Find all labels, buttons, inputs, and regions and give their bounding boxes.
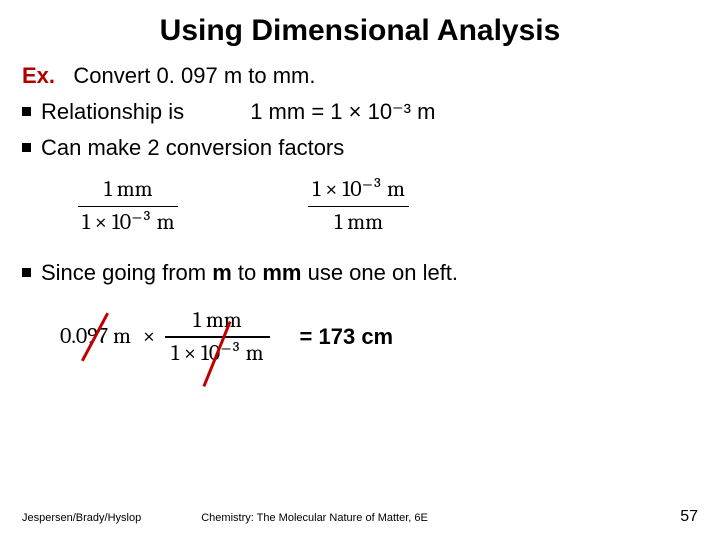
bullet-icon — [22, 107, 31, 116]
calculation-row: 0.097 m × 1 mm 1 × 10⁻³ m = 173 cm — [22, 289, 698, 370]
since-text: Since going from m to mm use one on left… — [41, 257, 458, 289]
times-icon: × — [133, 321, 165, 353]
fraction-row: 1 mm 1 × 10⁻³ m 1 × 10⁻³ m 1 mm — [22, 164, 698, 253]
slide-title: Using Dimensional Analysis — [0, 0, 720, 48]
example-prompt: Convert 0. 097 m to mm. — [73, 63, 315, 88]
fraction-2-num: 1 × 10⁻³ m — [308, 174, 408, 206]
fraction-1-num: 1 mm — [100, 174, 157, 206]
calc-frac-den: 1 × 10⁻³ m — [165, 338, 269, 370]
fraction-1: 1 mm 1 × 10⁻³ m — [78, 174, 178, 239]
fraction-2-den: 1 mm — [330, 207, 387, 239]
bullet-icon — [22, 268, 31, 277]
conversion-text: Can make 2 conversion factors — [41, 132, 344, 164]
bullet-icon — [22, 143, 31, 152]
bullet-conversion: Can make 2 conversion factors — [22, 132, 698, 164]
footer-book: Chemistry: The Molecular Nature of Matte… — [141, 512, 428, 524]
bullet-since: Since going from m to mm use one on left… — [22, 257, 698, 289]
fraction-1-den: 1 × 10⁻³ m — [78, 207, 178, 239]
fraction-2: 1 × 10⁻³ m 1 mm — [308, 174, 408, 239]
slide-footer: Jespersen/Brady/Hyslop Chemistry: The Mo… — [22, 508, 698, 526]
calc-result: = 173 cm — [270, 321, 394, 353]
footer-page-number: 57 — [680, 508, 698, 526]
example-text — [61, 63, 73, 88]
calc-frac-num: 1 mm — [187, 305, 248, 337]
bullet-relationship: Relationship is 1 mm = 1 × 10⁻³ m — [22, 96, 698, 128]
footer-authors: Jespersen/Brady/Hyslop — [22, 512, 141, 524]
calc-fraction: 1 mm 1 × 10⁻³ m — [165, 305, 269, 370]
relationship-label: Relationship is — [41, 96, 184, 128]
example-label: Ex. — [22, 63, 55, 88]
relationship-equation: 1 mm = 1 × 10⁻³ m — [250, 96, 435, 128]
slide-content: Ex. Convert 0. 097 m to mm. Relationship… — [0, 48, 720, 370]
calc-start: 0.097 m — [58, 321, 133, 353]
example-line: Ex. Convert 0. 097 m to mm. — [22, 60, 698, 92]
